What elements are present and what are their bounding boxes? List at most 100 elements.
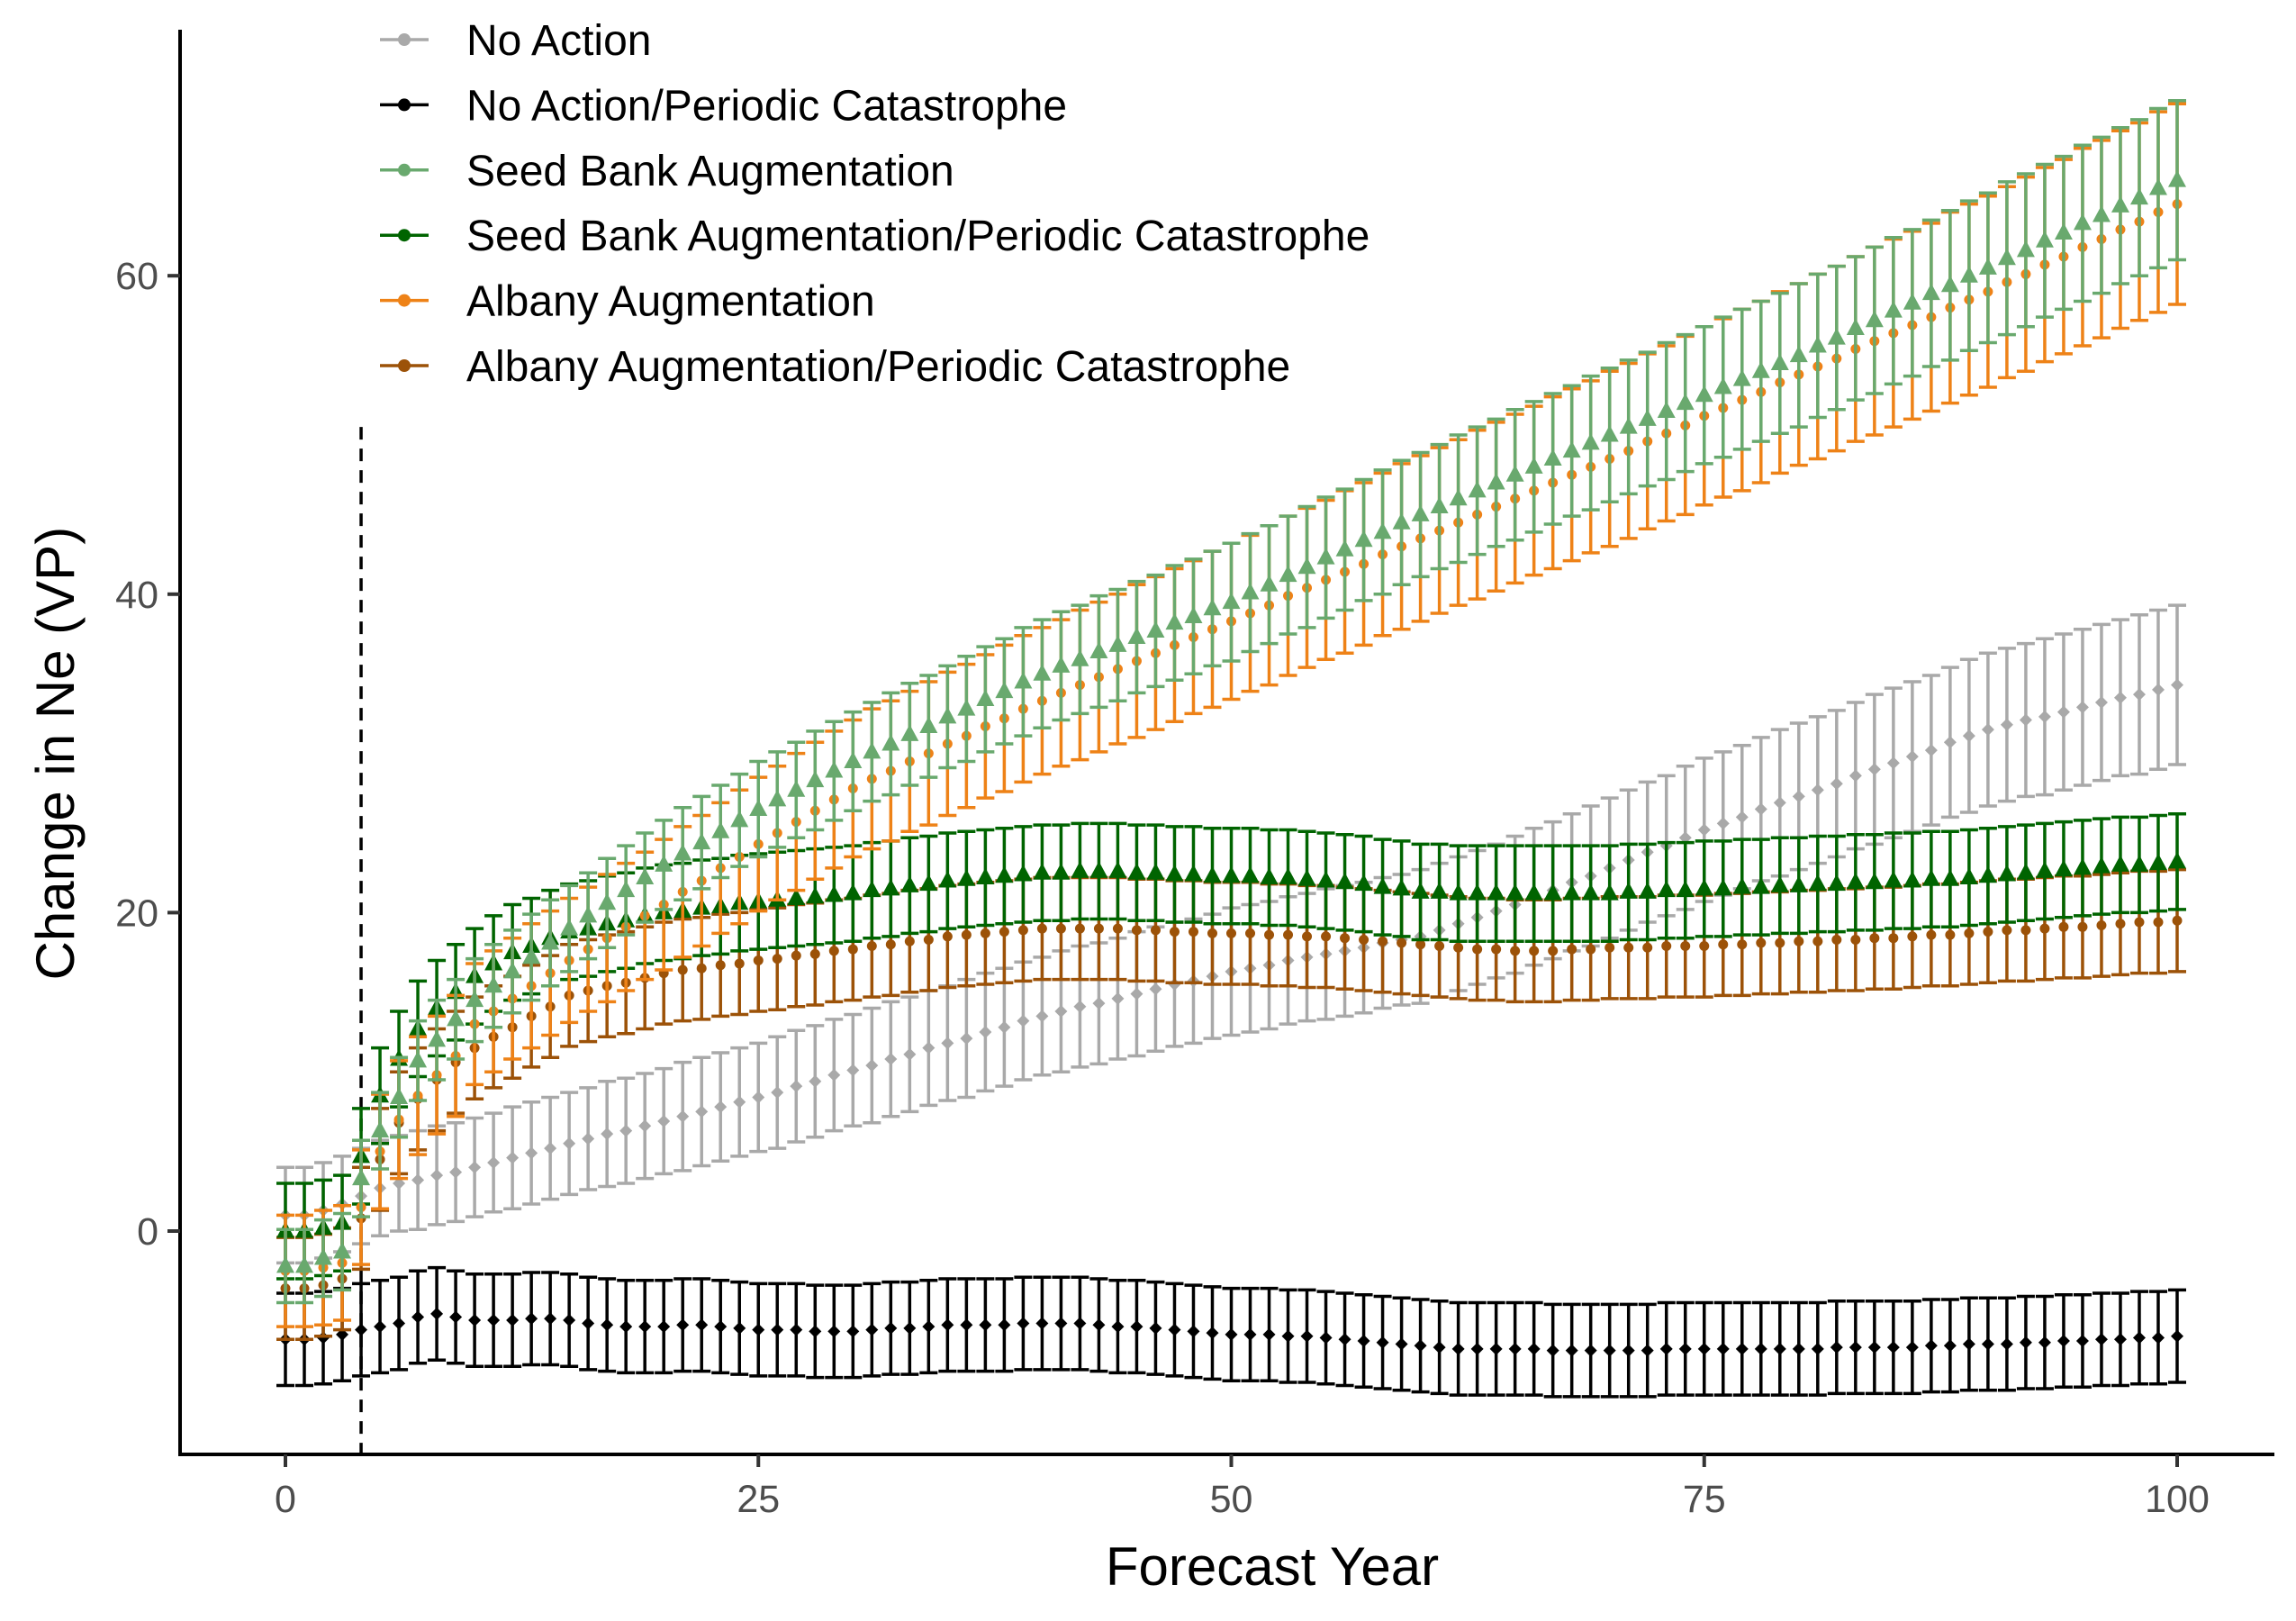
data-point (1661, 941, 1672, 952)
data-point (676, 1318, 690, 1332)
legend-item: Seed Bank Augmentation (380, 148, 954, 195)
data-point (1052, 863, 1071, 880)
data-point (1378, 936, 1388, 946)
data-point (1241, 583, 1260, 600)
data-point (1659, 1342, 1673, 1355)
y-tick-label: 40 (115, 574, 158, 617)
data-point (1014, 672, 1033, 689)
data-point (430, 1169, 444, 1182)
data-point (1680, 941, 1691, 952)
data-point (1924, 1339, 1938, 1353)
data-point (1487, 473, 1505, 490)
legend-key-point (398, 98, 411, 112)
legend-label: No Action/Periodic Catastrophe (466, 82, 1067, 130)
data-point (2132, 688, 2146, 702)
data-point (1959, 867, 1978, 885)
data-point (865, 1323, 879, 1336)
data-point (787, 780, 806, 797)
data-point (390, 1087, 409, 1104)
data-point (2111, 195, 2129, 213)
data-point (1054, 1317, 1068, 1330)
data-point (844, 751, 863, 768)
data-point (825, 884, 844, 902)
data-point (922, 1320, 936, 1334)
data-point (1789, 345, 1808, 363)
data-point (676, 1109, 690, 1123)
data-point (1203, 598, 1222, 616)
data-point (1695, 878, 1713, 896)
data-point (355, 1323, 368, 1336)
data-point (1225, 1327, 1238, 1341)
data-point (1865, 872, 1884, 890)
data-point (2038, 710, 2051, 723)
data-point (1169, 927, 1180, 937)
data-point (1415, 939, 1426, 950)
data-point (1697, 823, 1711, 837)
data-point (1505, 883, 1524, 901)
data-point (900, 724, 919, 741)
data-point (1888, 933, 1899, 944)
data-point (1453, 942, 1464, 953)
data-point (714, 1320, 728, 1334)
data-point (1340, 933, 1351, 944)
data-point (711, 821, 730, 838)
data-point (1921, 283, 1940, 301)
data-point (1732, 369, 1751, 386)
data-point (2171, 1329, 2183, 1343)
data-point (2019, 1336, 2032, 1349)
data-point (468, 1314, 482, 1327)
data-point (768, 789, 787, 807)
data-point (1207, 928, 1217, 938)
data-point (1055, 923, 1066, 934)
data-point (1529, 946, 1540, 956)
legend-key-point (398, 294, 411, 307)
data-point (881, 733, 900, 751)
data-point (865, 1059, 879, 1073)
x-tick-label: 75 (1683, 1478, 1726, 1521)
data-point (1773, 796, 1786, 810)
data-point (1695, 385, 1713, 403)
data-point (1812, 936, 1823, 946)
data-point (827, 1068, 841, 1082)
data-point (714, 1100, 728, 1114)
data-point (752, 1323, 765, 1336)
data-point (806, 770, 825, 788)
data-point (1241, 865, 1260, 883)
data-point (827, 1325, 841, 1338)
data-point (1127, 627, 1146, 645)
data-point (2054, 222, 2073, 240)
data-point (1354, 874, 1373, 892)
data-point (1491, 944, 1502, 955)
data-point (1830, 1341, 1843, 1354)
data-point (2111, 855, 2129, 872)
data-point (2077, 921, 2088, 932)
data-point (1811, 783, 1824, 797)
data-point (1886, 756, 1900, 770)
data-point (1354, 530, 1373, 548)
data-point (922, 1041, 936, 1055)
data-point (1600, 883, 1619, 901)
data-point (1713, 376, 1732, 394)
data-point (1451, 1342, 1465, 1355)
data-point (1373, 521, 1392, 539)
data-point (2056, 1334, 2070, 1347)
data-point (919, 874, 938, 892)
data-point (1657, 880, 1676, 898)
data-point (1943, 736, 1957, 749)
data-point (1505, 465, 1524, 482)
data-point (1619, 882, 1638, 899)
data-point (314, 1248, 333, 1265)
data-point (506, 1314, 520, 1327)
legend: No Action No Action/Periodic Catastrophe S… (380, 17, 1369, 391)
data-point (2092, 856, 2111, 874)
data-point (2153, 917, 2164, 928)
data-point (1751, 361, 1770, 378)
data-point (1300, 1329, 1314, 1343)
data-point (541, 932, 560, 950)
data-point (657, 1115, 671, 1128)
data-point (1033, 863, 1052, 880)
data-point (1676, 393, 1695, 411)
data-point (1546, 1344, 1559, 1357)
data-point (1017, 925, 1028, 936)
